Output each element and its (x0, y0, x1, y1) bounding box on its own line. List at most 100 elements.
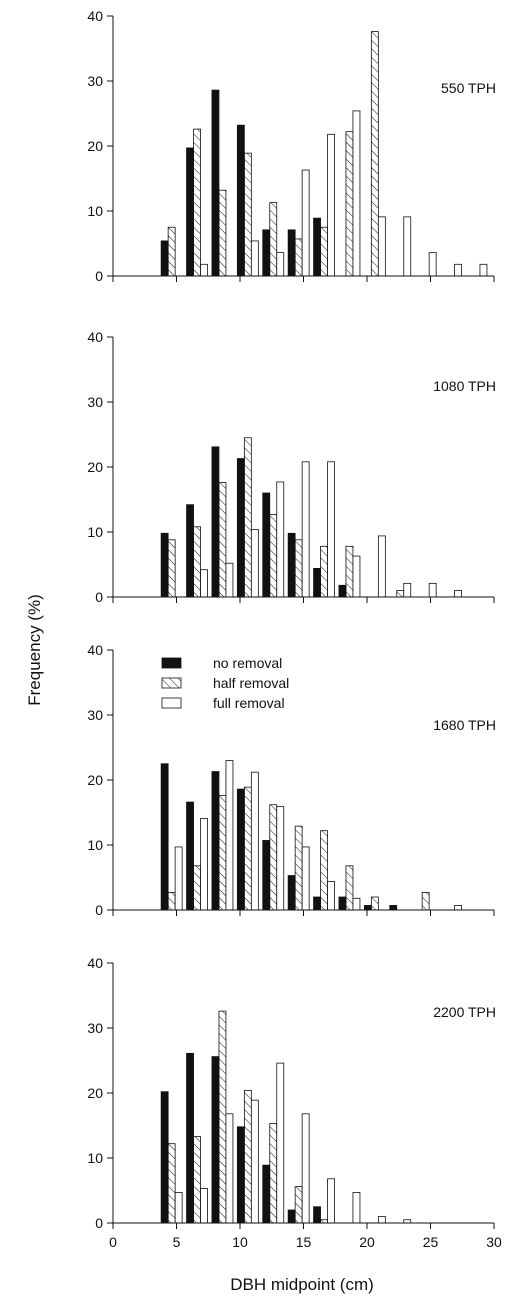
bar-no-removal (211, 1056, 220, 1224)
bar-full-removal (327, 461, 335, 598)
bar-full-removal (454, 590, 462, 598)
bar-half-removal (167, 1143, 176, 1224)
x-tick-label: 10 (232, 1234, 248, 1250)
bar-no-removal (262, 492, 271, 598)
bar-full-removal (200, 263, 208, 277)
bar-no-removal (236, 458, 245, 598)
bar-full-removal (276, 481, 285, 598)
bar-half-removal (320, 545, 328, 598)
bar-full-removal (200, 817, 208, 911)
y-tick-label: 30 (87, 73, 103, 89)
bar-full-removal (250, 529, 259, 598)
x-tick-label: 0 (109, 1234, 117, 1250)
bar-half-removal (294, 1186, 303, 1224)
bar-half-removal (269, 1123, 278, 1224)
legend-label-no-removal: no removal (213, 655, 282, 671)
y-tick-label: 10 (87, 837, 103, 853)
bar-full-removal (352, 555, 361, 598)
bar-no-removal (313, 217, 321, 277)
bar-full-removal (301, 1113, 310, 1224)
bar-full-removal (250, 771, 259, 911)
bar-half-removal (294, 825, 303, 911)
bar-full-removal (301, 461, 310, 598)
panel-label: 550 TPH (441, 80, 496, 96)
bar-half-removal (167, 226, 176, 277)
bar-half-removal (345, 545, 354, 598)
panel-label: 2200 TPH (433, 1004, 496, 1020)
legend-label-half-removal: half removal (213, 675, 289, 691)
panel-1: 0 10 20 30 40 550 TPH (87, 8, 496, 284)
panel-3: 0 10 20 30 40 1680 TPH (87, 642, 496, 918)
bar-half-removal (218, 1010, 227, 1224)
bar-full-removal (327, 1178, 335, 1224)
x-tick-label: 25 (423, 1234, 439, 1250)
y-tick-label: 40 (87, 642, 103, 658)
bar-full-removal (377, 1216, 386, 1224)
bar-no-removal (236, 788, 245, 911)
bar-full-removal (250, 1099, 259, 1224)
bar-full-removal (250, 240, 259, 277)
bar-no-removal (160, 1091, 169, 1224)
bar-full-removal (454, 905, 462, 911)
bar-no-removal (186, 801, 194, 911)
bar-full-removal (200, 1188, 208, 1224)
bar-full-removal (301, 846, 310, 911)
bar-full-removal (174, 1192, 183, 1224)
bar-half-removal (167, 892, 176, 911)
bar-no-removal (211, 771, 220, 911)
bar-half-removal (193, 865, 201, 911)
y-tick-label: 30 (87, 707, 103, 723)
bar-full-removal (327, 881, 335, 911)
legend-swatch-half-removal (161, 677, 182, 689)
y-tick-label: 40 (87, 8, 103, 24)
y-axis-title: Frequency (%) (25, 594, 44, 705)
bar-no-removal (287, 532, 296, 598)
bar-full-removal (403, 582, 412, 598)
bar-full-removal (276, 252, 285, 277)
x-tick-label: 30 (486, 1234, 502, 1250)
bar-no-removal (160, 240, 169, 277)
bar-full-removal (276, 806, 285, 911)
y-tick-label: 20 (87, 459, 103, 475)
bar-half-removal (370, 31, 379, 277)
bar-half-removal (243, 1090, 252, 1224)
bar-no-removal (186, 1052, 194, 1224)
panel-label: 1080 TPH (433, 378, 496, 394)
legend: no removal half removal full removal (161, 655, 289, 711)
bar-full-removal (377, 216, 386, 277)
bar-full-removal (200, 569, 208, 598)
bar-half-removal (218, 482, 227, 598)
bar-no-removal (160, 532, 169, 598)
bar-no-removal (313, 568, 321, 598)
y-tick-label: 40 (87, 955, 103, 971)
y-tick-label: 20 (87, 138, 103, 154)
bar-no-removal (287, 875, 296, 911)
bar-no-removal (236, 1126, 245, 1224)
bar-no-removal (389, 905, 398, 911)
x-axis-title: DBH midpoint (cm) (230, 1275, 374, 1294)
chart-panels: 0 10 20 30 40 550 TPH 0 10 20 30 40 1080 TPH 0 10 20 30… (87, 8, 502, 1250)
bar-no-removal (338, 896, 347, 911)
bar-half-removal (269, 202, 278, 277)
panel-2: 0 10 20 30 40 1080 TPH (87, 329, 496, 605)
y-tick-label: 30 (87, 1020, 103, 1036)
x-tick-label: 20 (359, 1234, 375, 1250)
bar-no-removal (236, 124, 245, 277)
y-tick-label: 0 (95, 1215, 103, 1231)
bar-no-removal (363, 905, 372, 911)
bar-no-removal (160, 763, 169, 911)
bar-full-removal (276, 1062, 285, 1224)
bar-half-removal (421, 892, 430, 911)
bar-half-removal (320, 226, 328, 277)
bar-full-removal (377, 535, 386, 598)
bar-full-removal (428, 252, 437, 277)
bar-half-removal (243, 786, 252, 911)
bar-no-removal (313, 1206, 321, 1224)
legend-swatch-full-removal (161, 697, 182, 709)
bar-full-removal (352, 897, 361, 911)
bar-full-removal (225, 760, 234, 911)
bar-full-removal (225, 562, 234, 598)
bar-half-removal (218, 795, 227, 911)
bar-full-removal (352, 1192, 361, 1224)
